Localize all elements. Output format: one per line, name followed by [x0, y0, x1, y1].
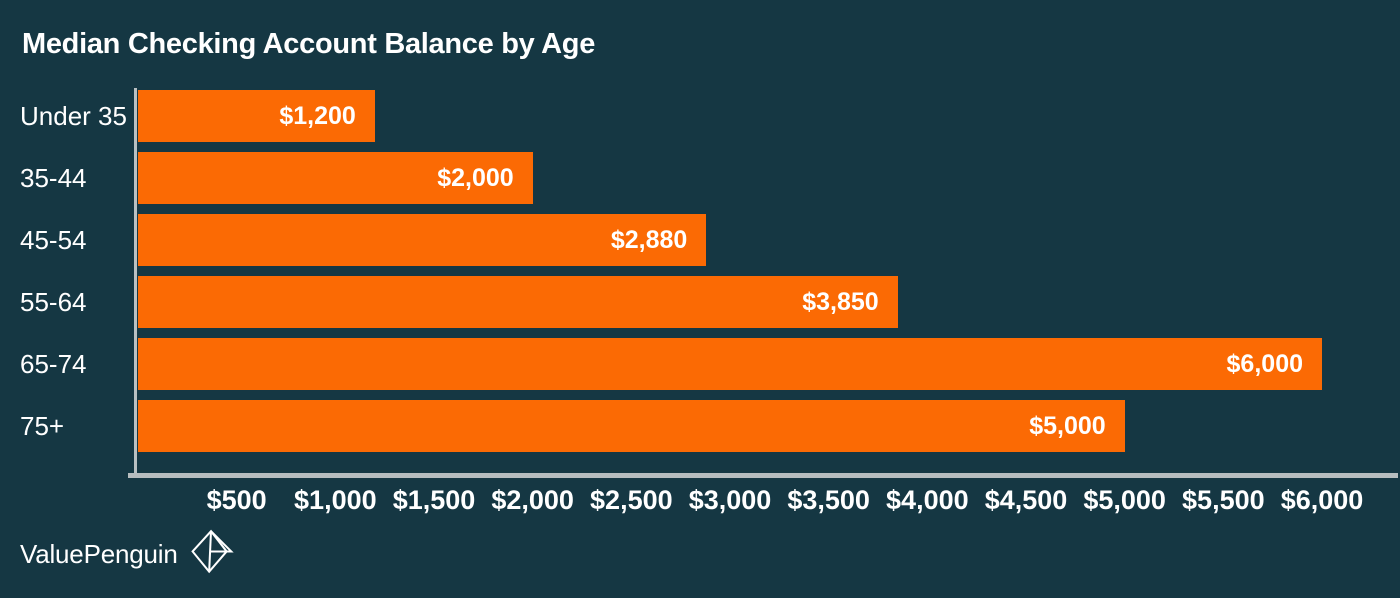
origami-penguin-icon [190, 529, 234, 574]
x-tick: $5,500 [1182, 485, 1265, 515]
x-tick: $500 [206, 485, 267, 515]
x-tick: $4,500 [984, 485, 1068, 515]
category-label: Under 35 [20, 101, 127, 131]
valuepenguin-logo: ValuePenguin [20, 527, 234, 581]
logo-text: ValuePenguin [20, 538, 178, 569]
x-tick: $1,000 [294, 485, 377, 515]
bar-45-54: $2,880 [138, 214, 707, 266]
bar-value-label: $2,880 [610, 225, 688, 254]
x-tick: $6,000 [1280, 485, 1364, 515]
bar-row-75-plus: 75+ $5,000 [0, 400, 1400, 452]
bar-value-label: $1,200 [279, 101, 356, 130]
bar-75-plus: $5,000 [138, 400, 1125, 452]
bar-row-under-35: Under 35 $1,200 [0, 90, 1400, 142]
bar-value-label: $2,000 [437, 163, 514, 192]
category-label: 55-64 [20, 287, 87, 317]
bar-35-44: $2,000 [138, 152, 533, 204]
bar-value-label: $6,000 [1226, 349, 1303, 378]
category-label: 65-74 [20, 349, 87, 379]
bar-value-label: $3,850 [802, 287, 879, 316]
bar-under-35: $1,200 [138, 90, 375, 142]
bar-row-65-74: 65-74 $6,000 [0, 338, 1400, 390]
bar-value-label: $5,000 [1029, 411, 1106, 440]
category-label: 75+ [20, 411, 65, 441]
x-tick: $4,000 [886, 485, 969, 515]
x-tick: $2,500 [590, 485, 673, 515]
x-tick: $5,000 [1083, 485, 1166, 515]
x-tick: $3,000 [688, 485, 772, 515]
bar-row-35-44: 35-44 $2,000 [0, 152, 1400, 204]
x-tick: $2,000 [491, 485, 574, 515]
bar-55-64: $3,850 [138, 276, 898, 328]
y-axis-line [134, 88, 137, 478]
category-label: 45-54 [20, 225, 87, 255]
chart-title: Median Checking Account Balance by Age [22, 28, 596, 60]
bar-65-74: $6,000 [138, 338, 1322, 390]
bar-row-55-64: 55-64 $3,850 [0, 276, 1400, 328]
x-tick: $1,500 [392, 485, 476, 515]
category-label: 35-44 [20, 163, 87, 193]
x-axis-line [128, 473, 1398, 478]
x-tick: $3,500 [787, 485, 870, 515]
x-axis-ticks: $500 $1,000 $1,500 $2,000 $2,500 $3,000 … [138, 485, 1364, 519]
bar-row-45-54: 45-54 $2,880 [0, 214, 1400, 266]
